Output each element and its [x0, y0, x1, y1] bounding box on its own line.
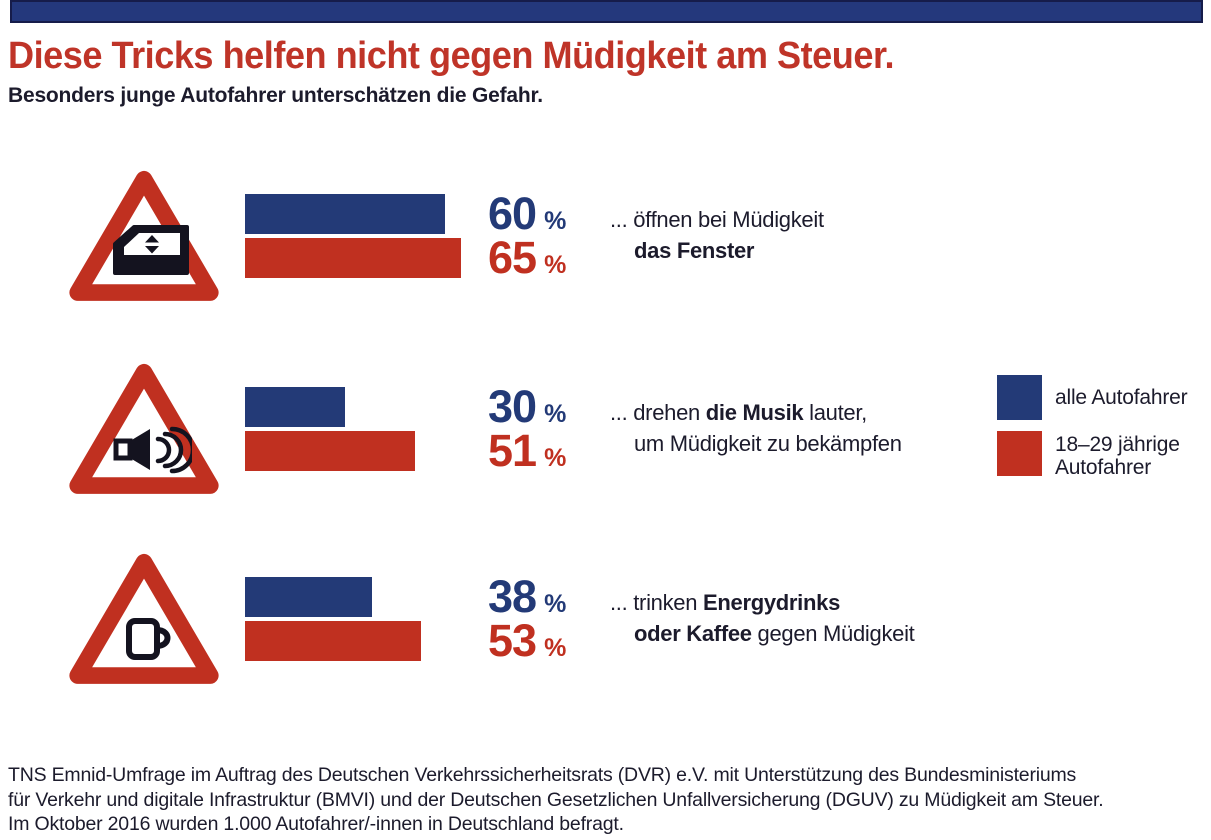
legend-swatch-red	[997, 431, 1042, 476]
bar-all-drivers	[245, 194, 445, 234]
bar-young-drivers	[245, 621, 422, 661]
description-line: ... drehen die Musik lauter,	[610, 400, 867, 425]
legend-label: alle Autofahrer	[1055, 386, 1188, 409]
value-labels: 30% 51%	[488, 381, 567, 476]
coffee-mug-icon	[126, 618, 171, 660]
description-line: oder Kaffee gegen Müdigkeit	[634, 621, 915, 646]
car-window-icon	[113, 225, 189, 275]
bar-all-drivers	[245, 387, 345, 427]
header-stripe	[10, 0, 1203, 23]
value-labels: 38% 53%	[488, 571, 567, 666]
legend-swatch-navy	[997, 375, 1042, 420]
bar-young-drivers	[245, 431, 415, 471]
value-young-drivers: 51%	[488, 425, 567, 476]
value-young-drivers: 65%	[488, 232, 567, 283]
chart-row-coffee: 38% 53% ... trinken Energydrinks oder Kaf…	[0, 551, 1211, 691]
source-note-line: TNS Emnid-Umfrage im Auftrag des Deutsch…	[8, 764, 1077, 786]
description-line: ... trinken Energydrinks	[610, 590, 841, 615]
description-line: ... öffnen bei Müdigkeit	[610, 207, 824, 232]
row-description: ... drehen die Musik lauter, um Müdigkeit…	[610, 397, 902, 459]
description-line: um Müdigkeit zu bekämpfen	[634, 431, 902, 456]
source-note-line: Im Oktober 2016 wurden 1.000 Autofahrer/…	[8, 813, 624, 836]
chart-row-window: 60% 65% ... öffnen bei Müdigkeit das Fens…	[0, 168, 1211, 308]
chart-row-music: 30% 51% ... drehen die Musik lauter, um M…	[0, 361, 1211, 501]
legend-label: 18–29 jährige Autofahrer	[1055, 433, 1180, 479]
page-subtitle: Besonders junge Autofahrer unterschätzen…	[8, 84, 543, 107]
description-line: das Fenster	[634, 238, 755, 263]
value-all-drivers: 38%	[488, 571, 567, 622]
row-description: ... öffnen bei Müdigkeit das Fenster	[610, 204, 824, 266]
value-all-drivers: 30%	[488, 381, 567, 432]
bar-young-drivers	[245, 238, 462, 278]
bar-all-drivers	[245, 577, 372, 617]
value-young-drivers: 53%	[488, 615, 567, 666]
source-note: TNS Emnid-Umfrage im Auftrag des Deutsch…	[8, 763, 1104, 837]
value-labels: 60% 65%	[488, 188, 567, 283]
value-all-drivers: 60%	[488, 188, 567, 239]
speaker-icon	[113, 426, 192, 474]
row-description: ... trinken Energydrinks oder Kaffee gege…	[610, 587, 915, 649]
page-title: Diese Tricks helfen nicht gegen Müdigkei…	[8, 35, 895, 77]
source-note-line: für Verkehr und digitale Infrastruktur (…	[8, 788, 1104, 811]
